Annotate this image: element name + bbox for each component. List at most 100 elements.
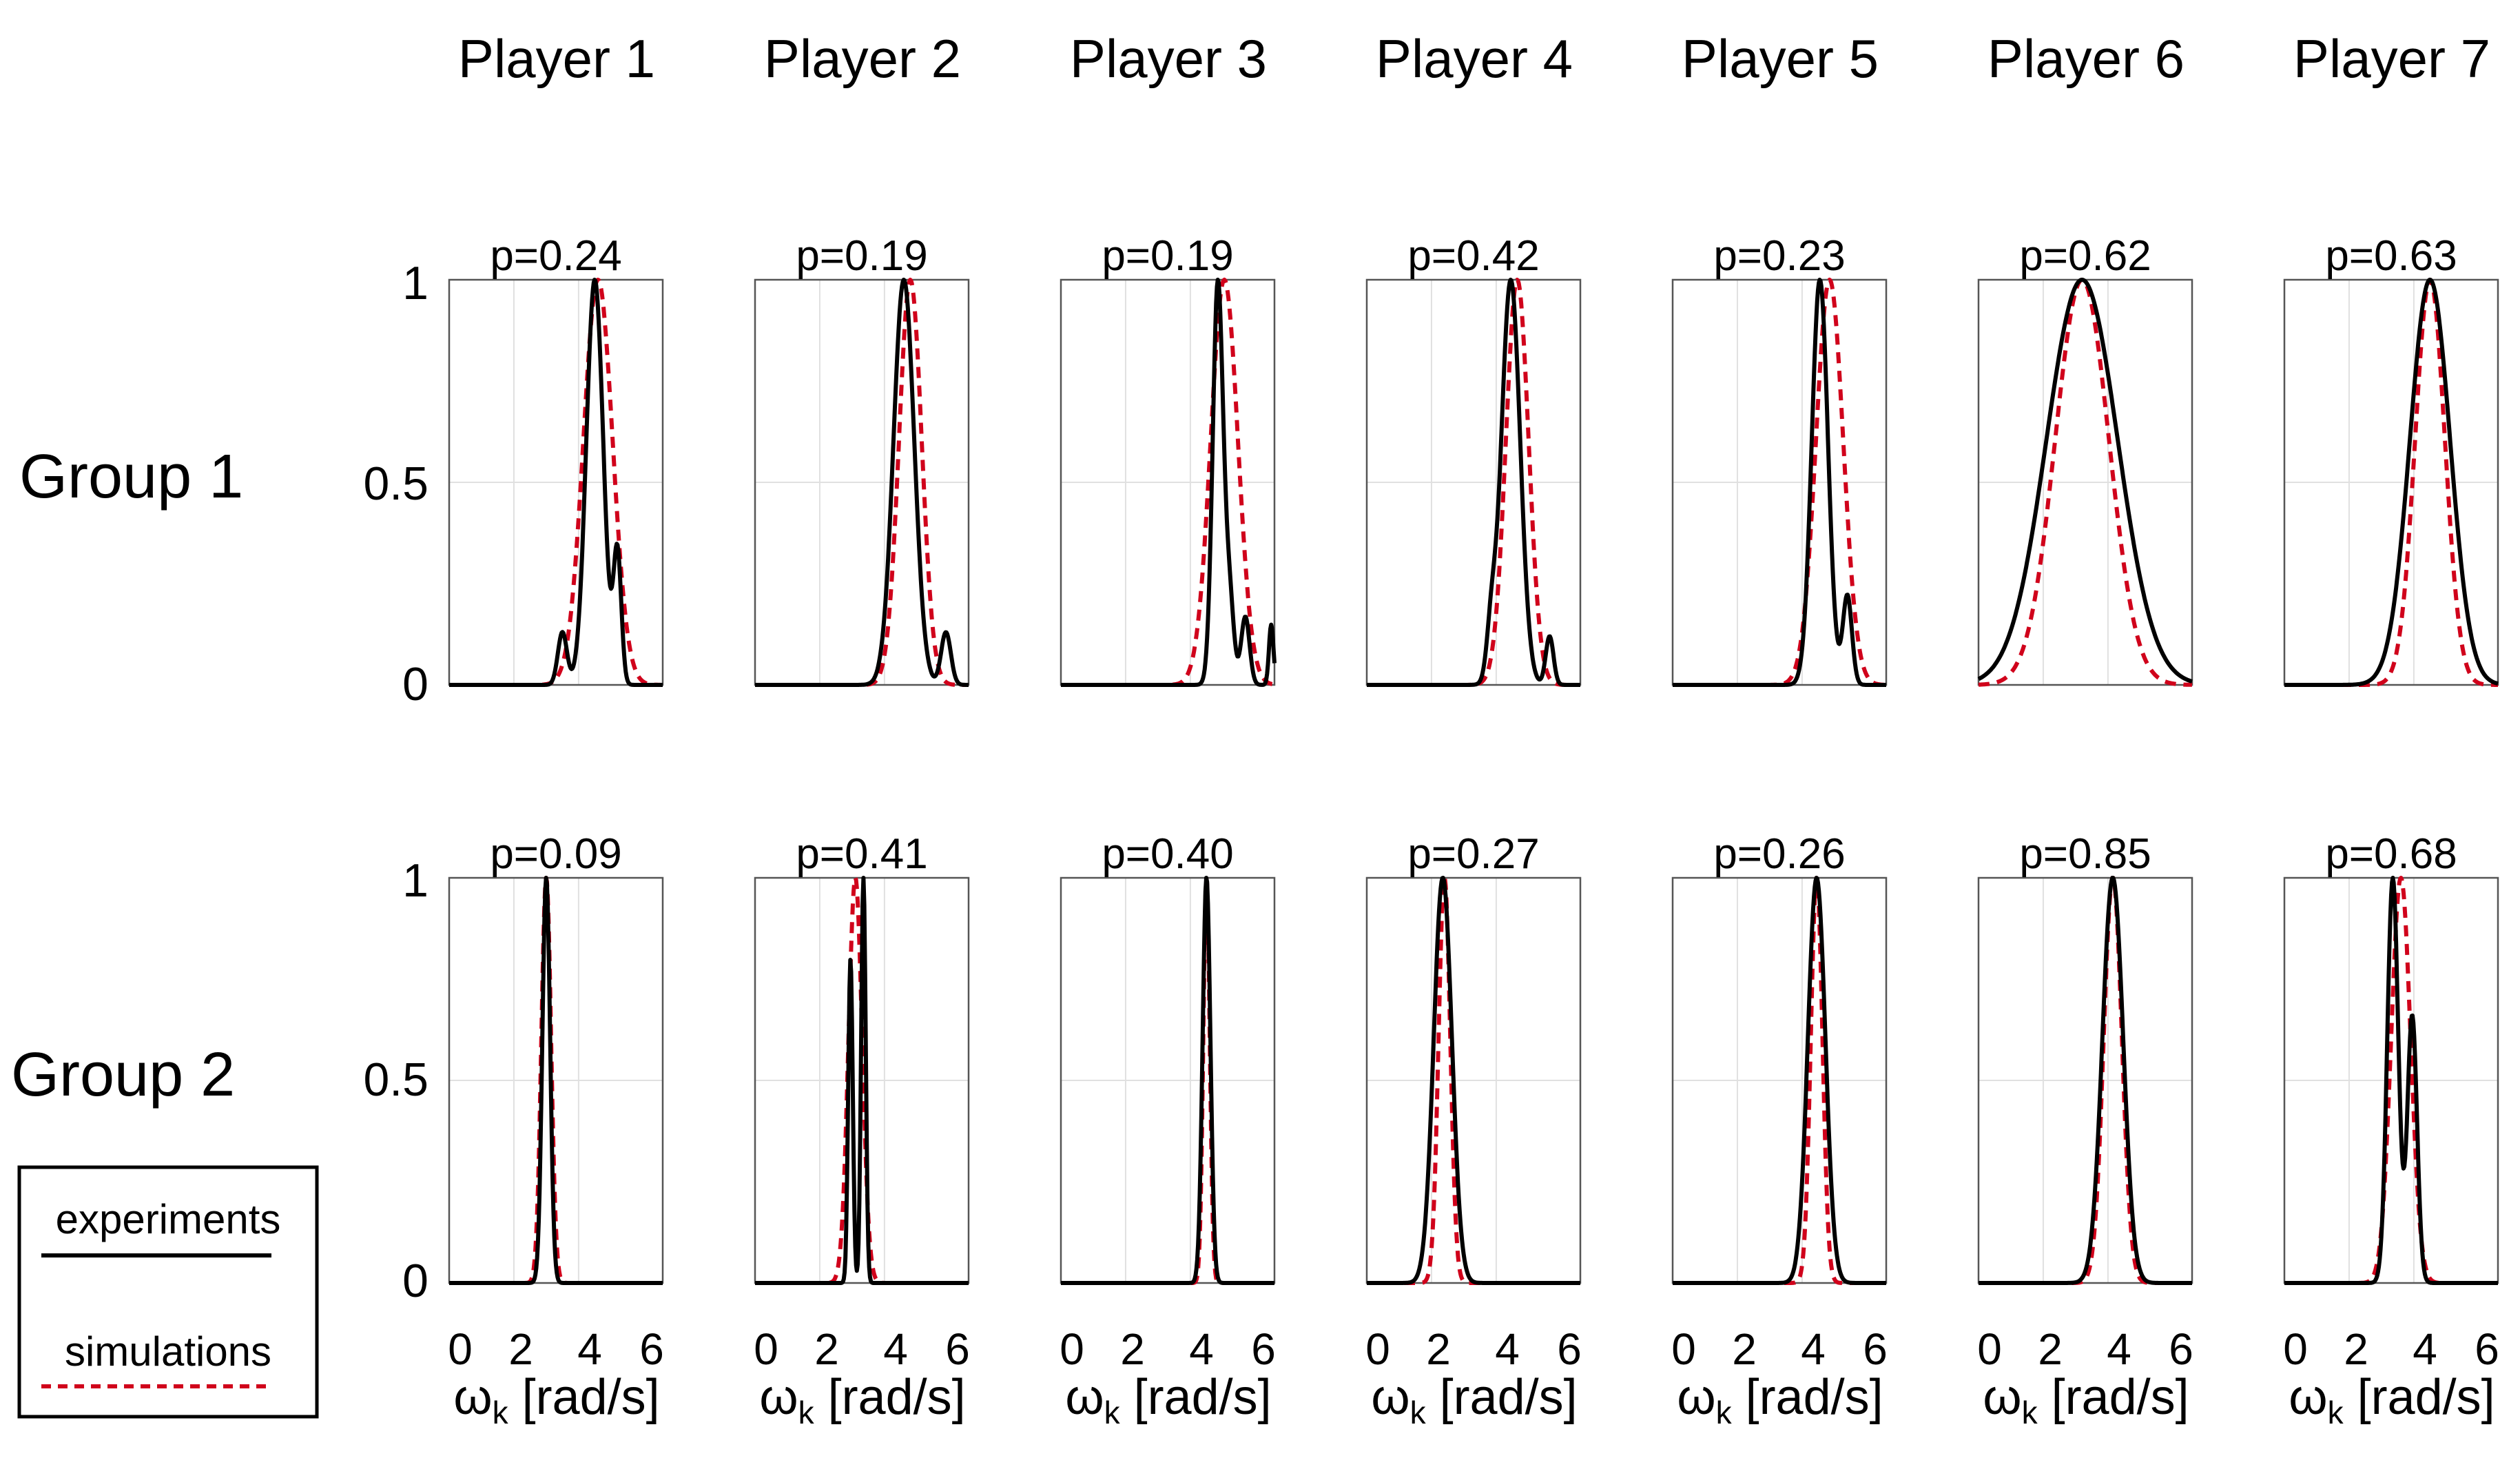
player-header-3: Player 3 — [1070, 28, 1267, 89]
x-tick-label: 4 — [883, 1324, 908, 1374]
player-header-2: Player 2 — [764, 28, 961, 89]
experiments-line — [2283, 278, 2499, 687]
player-header-1: Player 1 — [458, 28, 655, 89]
player-header-7: Player 7 — [2293, 28, 2490, 89]
panel-p-value: p=0.19 — [796, 232, 927, 280]
legend-box — [17, 1165, 319, 1419]
x-tick-label: 0 — [1365, 1324, 1390, 1374]
panel-p-value: p=0.42 — [1407, 232, 1539, 280]
panel: p=0.26 — [1671, 830, 1888, 1285]
panel: p=0.68 — [2283, 830, 2499, 1285]
x-tick-label: 0 — [754, 1324, 778, 1374]
panel-p-value: p=0.09 — [490, 830, 621, 878]
x-tick-label: 6 — [945, 1324, 970, 1374]
panel-p-value: p=0.27 — [1407, 830, 1539, 878]
panel-axes — [448, 278, 664, 686]
y-tick-labels-row-1: 1 0.5 0 — [363, 257, 428, 710]
x-tick-label: 4 — [1189, 1324, 1214, 1374]
x-tick-label: 2 — [1426, 1324, 1451, 1374]
panel: p=0.85 — [1977, 830, 2193, 1285]
panel: p=0.63 — [2283, 232, 2499, 687]
x-axis-title: ωk [rad/s] — [453, 1370, 659, 1430]
x-tick-label: 2 — [2344, 1324, 2368, 1374]
x-tick-label: 0 — [1060, 1324, 1084, 1374]
panel: p=0.09 — [448, 830, 664, 1285]
panel-p-value: p=0.40 — [1102, 830, 1233, 878]
x-tick-label: 6 — [1557, 1324, 1582, 1374]
panel: p=0.41 — [754, 830, 970, 1285]
panel-p-value: p=0.41 — [796, 830, 927, 878]
experiments-line — [754, 278, 970, 687]
simulations-line — [448, 278, 664, 687]
experiments-line — [1365, 278, 1582, 687]
player-headers: Player 1 Player 2 Player 3 Player 4 Play… — [458, 28, 2490, 89]
x-tick-label: 4 — [2413, 1324, 2437, 1374]
simulations-line — [1671, 278, 1888, 687]
x-tick-label: 0 — [448, 1324, 473, 1374]
x-axis-title: ωk [rad/s] — [1371, 1370, 1577, 1430]
experiments-line — [1671, 278, 1888, 687]
x-axis-col-1: 0 2 4 6 ωk [rad/s] — [448, 1324, 664, 1430]
player-header-6: Player 6 — [1987, 28, 2185, 89]
panel-p-value: p=0.63 — [2325, 232, 2457, 280]
x-axis-col-5: 0 2 4 6 ωk [rad/s] — [1671, 1324, 1888, 1430]
y-tick-label: 0.5 — [363, 1054, 428, 1106]
simulations-line — [2283, 278, 2499, 687]
panel: p=0.40 — [1060, 830, 1276, 1285]
panel: p=0.19 — [1060, 232, 1277, 687]
panel-p-value: p=0.68 — [2325, 830, 2457, 878]
panel-axes — [1977, 876, 2193, 1284]
y-tick-label: 0.5 — [363, 458, 428, 510]
panel: p=0.24 — [448, 232, 664, 687]
x-tick-label: 4 — [2107, 1324, 2131, 1374]
group-label-2: Group 2 — [11, 1040, 235, 1109]
x-axis-col-7: 0 2 4 6 ωk [rad/s] — [2283, 1324, 2499, 1430]
x-axis-title: ωk [rad/s] — [1677, 1370, 1883, 1430]
legend-simulations-label: simulations — [65, 1328, 271, 1375]
x-tick-label: 4 — [577, 1324, 602, 1374]
panel-p-value: p=0.85 — [2019, 830, 2151, 878]
y-tick-label: 1 — [402, 854, 428, 907]
x-tick-label: 6 — [2475, 1324, 2499, 1374]
legend: experiments simulations — [17, 1165, 319, 1419]
x-tick-label: 6 — [2169, 1324, 2193, 1374]
simulations-line — [1977, 278, 2193, 687]
x-tick-label: 6 — [1251, 1324, 1276, 1374]
x-tick-label: 2 — [1732, 1324, 1757, 1374]
panel: p=0.19 — [754, 232, 970, 687]
panel-p-value: p=0.19 — [1102, 232, 1233, 280]
x-axis-col-4: 0 2 4 6 ωk [rad/s] — [1365, 1324, 1582, 1430]
player-header-4: Player 4 — [1376, 28, 1573, 89]
x-axis-col-3: 0 2 4 6 ωk [rad/s] — [1060, 1324, 1276, 1430]
x-tick-label: 6 — [639, 1324, 664, 1374]
experiments-line — [1977, 876, 2193, 1285]
panel-axes — [2283, 278, 2499, 686]
x-tick-label: 6 — [1863, 1324, 1888, 1374]
x-tick-label: 4 — [1495, 1324, 1520, 1374]
x-axis-col-2: 0 2 4 6 ωk [rad/s] — [754, 1324, 970, 1430]
x-tick-label: 0 — [1977, 1324, 2002, 1374]
x-tick-label: 2 — [1120, 1324, 1145, 1374]
player-header-5: Player 5 — [1682, 28, 1879, 89]
experiments-line — [1060, 278, 1277, 687]
x-axis-title: ωk [rad/s] — [1065, 1370, 1271, 1430]
x-tick-label: 0 — [2283, 1324, 2308, 1374]
panel-p-value: p=0.26 — [1713, 830, 1845, 878]
panel: p=0.62 — [1977, 232, 2193, 687]
panel-p-value: p=0.23 — [1713, 232, 1845, 280]
panels: p=0.24 p=0.19 p=0.19 p=0.42 p=0.23 p=0.62 p=0.… — [448, 232, 2499, 1285]
experiments-line — [1671, 876, 1888, 1285]
panel: p=0.27 — [1365, 830, 1582, 1285]
panel: p=0.23 — [1671, 232, 1888, 687]
y-tick-labels-row-2: 1 0.5 0 — [363, 854, 428, 1307]
experiments-line — [2283, 876, 2499, 1285]
panel-p-value: p=0.24 — [490, 232, 621, 280]
x-tick-label: 2 — [508, 1324, 533, 1374]
x-tick-label: 2 — [2038, 1324, 2063, 1374]
panel-p-value: p=0.62 — [2019, 232, 2151, 280]
y-tick-label: 1 — [402, 257, 428, 309]
panel-axes — [448, 876, 664, 1284]
x-axis-title: ωk [rad/s] — [1983, 1370, 2189, 1430]
x-tick-label: 2 — [814, 1324, 839, 1374]
